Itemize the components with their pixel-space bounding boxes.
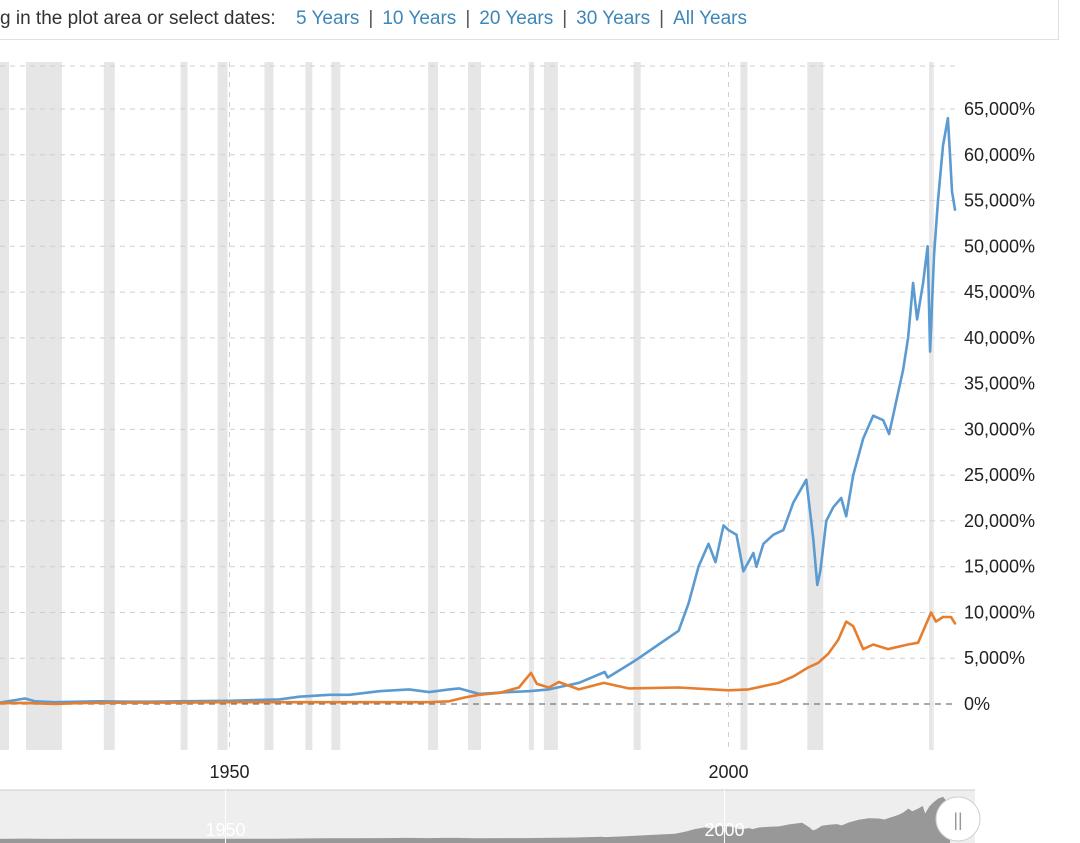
y-tick-label: 65,000% [964,99,1035,119]
recession-band [103,62,115,750]
range-5-years-link[interactable]: 5 Years [296,8,360,29]
navigator-area [0,796,950,843]
recession-band [468,62,481,750]
y-tick-label: 35,000% [964,374,1035,394]
navigator-handle[interactable] [935,796,981,842]
y-tick-label: 20,000% [964,511,1035,531]
recession-band [633,62,641,750]
range-navigator[interactable]: 1950 2000 || [0,789,981,843]
y-tick-label: 55,000% [964,191,1035,211]
x-tick-label: 2000 [708,762,748,782]
recession-band [740,62,748,750]
date-range-toolbar: g in the plot area or select dates: 5 Ye… [0,0,1059,40]
y-tick-label: 10,000% [964,602,1035,622]
x-tick-label: 1950 [209,762,249,782]
series-lines [0,116,957,706]
recession-band [217,62,228,750]
recession-bands [0,62,933,750]
navigator-tick-label: 1950 [205,820,245,840]
range-links: 5 Years | 10 Years | 20 Years | 30 Years | All Y… [296,8,748,29]
y-tick-label: 25,000% [964,465,1035,485]
recession-band [528,62,534,750]
y-tick-label: 30,000% [964,419,1035,439]
recession-band [25,62,62,750]
recession-band [807,62,824,750]
y-tick-label: 5,000% [964,648,1025,668]
y-tick-label: 0% [964,694,990,714]
recession-band [929,62,933,750]
y-axis-labels: 65,000% 60,000% 55,000% 50,000% 45,000% 40,00… [964,99,1035,714]
grid-lines [0,62,955,750]
navigator-tick-label: 2000 [704,820,744,840]
navigator-handle-grip: || [953,810,962,830]
recession-band [543,62,558,750]
range-30-years-link[interactable]: 30 Years [576,8,651,29]
recession-band [264,62,274,750]
y-tick-label: 45,000% [964,282,1035,302]
recession-band [305,62,313,750]
range-20-years-link[interactable]: 20 Years [479,8,554,29]
y-tick-label: 15,000% [964,557,1035,577]
y-tick-label: 60,000% [964,145,1035,165]
series-line-0[interactable] [0,116,957,704]
y-tick-label: 40,000% [964,328,1035,348]
range-10-years-link[interactable]: 10 Years [382,8,457,29]
y-tick-label: 50,000% [964,236,1035,256]
recession-band [428,62,439,750]
range-all-years-link[interactable]: All Years [673,8,748,29]
recession-band [331,62,341,750]
series-line-1[interactable] [0,611,957,706]
recession-band [0,62,9,750]
x-axis-labels: 1950 2000 [209,762,748,782]
range-prompt: g in the plot area or select dates: [0,8,276,29]
recession-band [180,62,188,750]
